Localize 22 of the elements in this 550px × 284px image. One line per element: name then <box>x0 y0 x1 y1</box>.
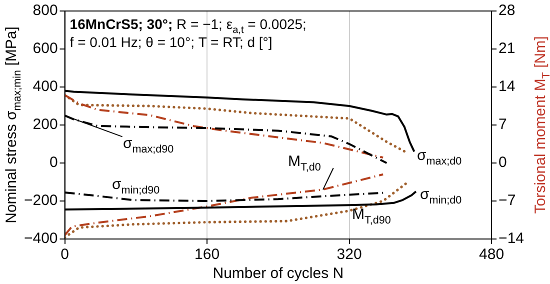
y-tick-label: 200 <box>32 116 58 134</box>
y2-tick-label: −7 <box>498 192 516 210</box>
y-tick-label: −200 <box>24 192 58 210</box>
y-tick-label: −400 <box>24 230 58 248</box>
y-tick-label: 0 <box>49 154 58 172</box>
y-tick-label: 800 <box>32 2 58 20</box>
y2-axis-title: Torsional moment MT [Nm] <box>532 36 550 214</box>
x-tick-label: 320 <box>336 246 362 264</box>
text: f = 0.01 Hz; θ = 10°; T = RT; d [°] <box>70 34 272 50</box>
y2-tick-label: 14 <box>498 78 516 96</box>
y2-tick-label: 21 <box>498 40 516 58</box>
y-tick-label: 400 <box>32 78 58 96</box>
x-tick-label: 160 <box>194 246 220 264</box>
x-axis-title: Number of cycles N <box>212 265 344 282</box>
y2-tick-label: −14 <box>498 230 524 248</box>
x-tick-label: 0 <box>60 246 69 264</box>
y2-tick-label: 28 <box>498 2 516 20</box>
y2-tick-label: 0 <box>498 154 507 172</box>
y2-tick-label: 7 <box>498 116 507 134</box>
x-tick-label: 480 <box>479 246 504 264</box>
y-axis-title: Nominal stress σmax;min [MPa] <box>3 26 24 224</box>
y-tick-label: 600 <box>32 40 58 58</box>
